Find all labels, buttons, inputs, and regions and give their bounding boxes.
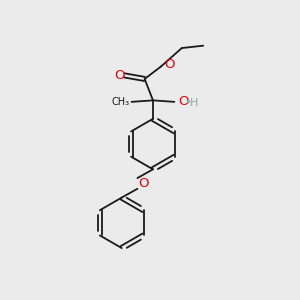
Text: H: H <box>190 98 198 108</box>
Text: O: O <box>115 69 125 82</box>
Text: CH₃: CH₃ <box>111 97 129 107</box>
Text: O: O <box>178 95 188 108</box>
Text: O: O <box>139 177 149 190</box>
Text: O: O <box>165 58 175 70</box>
